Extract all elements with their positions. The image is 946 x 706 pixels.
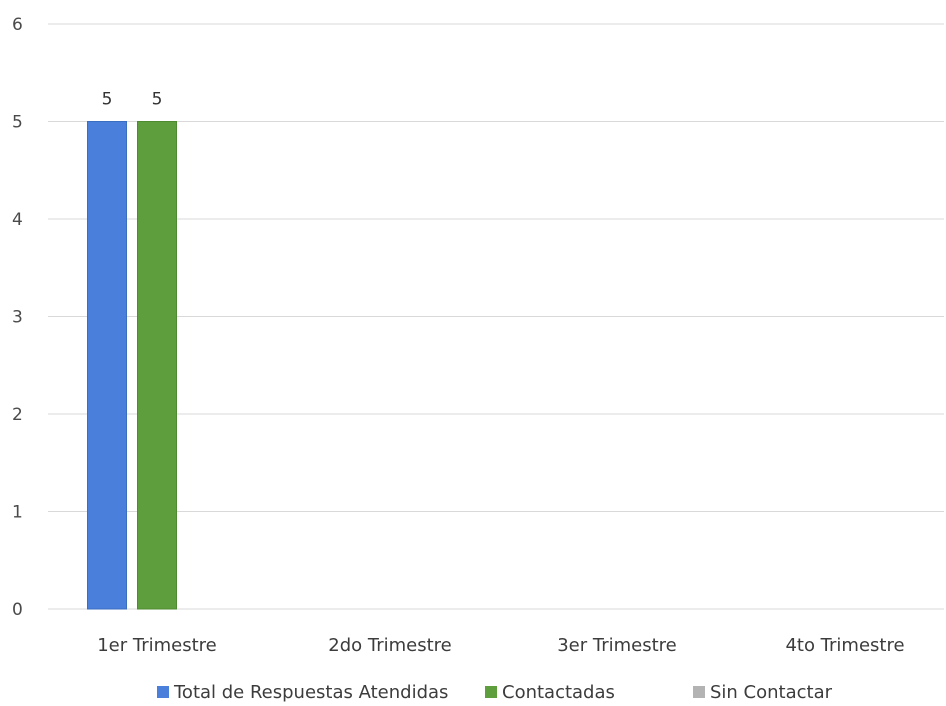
x-axis-categories: 1er Trimestre 2do Trimestre 3er Trimestre 4… bbox=[97, 635, 904, 656]
y-tick-label: 5 bbox=[12, 113, 23, 133]
y-tick-label: 6 bbox=[12, 15, 23, 35]
x-category-label: 4to Trimestre bbox=[785, 635, 904, 656]
x-category-label: 2do Trimestre bbox=[328, 635, 452, 656]
legend: Total de Respuestas Atendidas Contactadas… bbox=[157, 682, 833, 703]
legend-label: Total de Respuestas Atendidas bbox=[173, 682, 448, 703]
x-category-label: 3er Trimestre bbox=[557, 635, 677, 656]
y-tick-label: 2 bbox=[12, 405, 23, 425]
legend-swatch bbox=[693, 686, 705, 698]
y-axis-ticks: 0 1 2 3 4 5 6 bbox=[12, 15, 23, 620]
legend-label: Sin Contactar bbox=[710, 682, 833, 703]
legend-swatch bbox=[157, 686, 169, 698]
y-tick-label: 4 bbox=[12, 210, 23, 230]
bar-0-1 bbox=[137, 121, 177, 610]
bars bbox=[87, 121, 177, 610]
data-label: 5 bbox=[102, 90, 113, 110]
data-label: 5 bbox=[152, 90, 163, 110]
x-category-label: 1er Trimestre bbox=[97, 635, 217, 656]
gridlines bbox=[48, 23, 944, 610]
legend-swatch bbox=[485, 686, 497, 698]
y-tick-label: 1 bbox=[12, 503, 23, 523]
bar-0-0 bbox=[87, 121, 127, 610]
y-tick-label: 3 bbox=[12, 308, 23, 328]
legend-label: Contactadas bbox=[502, 682, 615, 703]
y-tick-label: 0 bbox=[12, 600, 23, 620]
